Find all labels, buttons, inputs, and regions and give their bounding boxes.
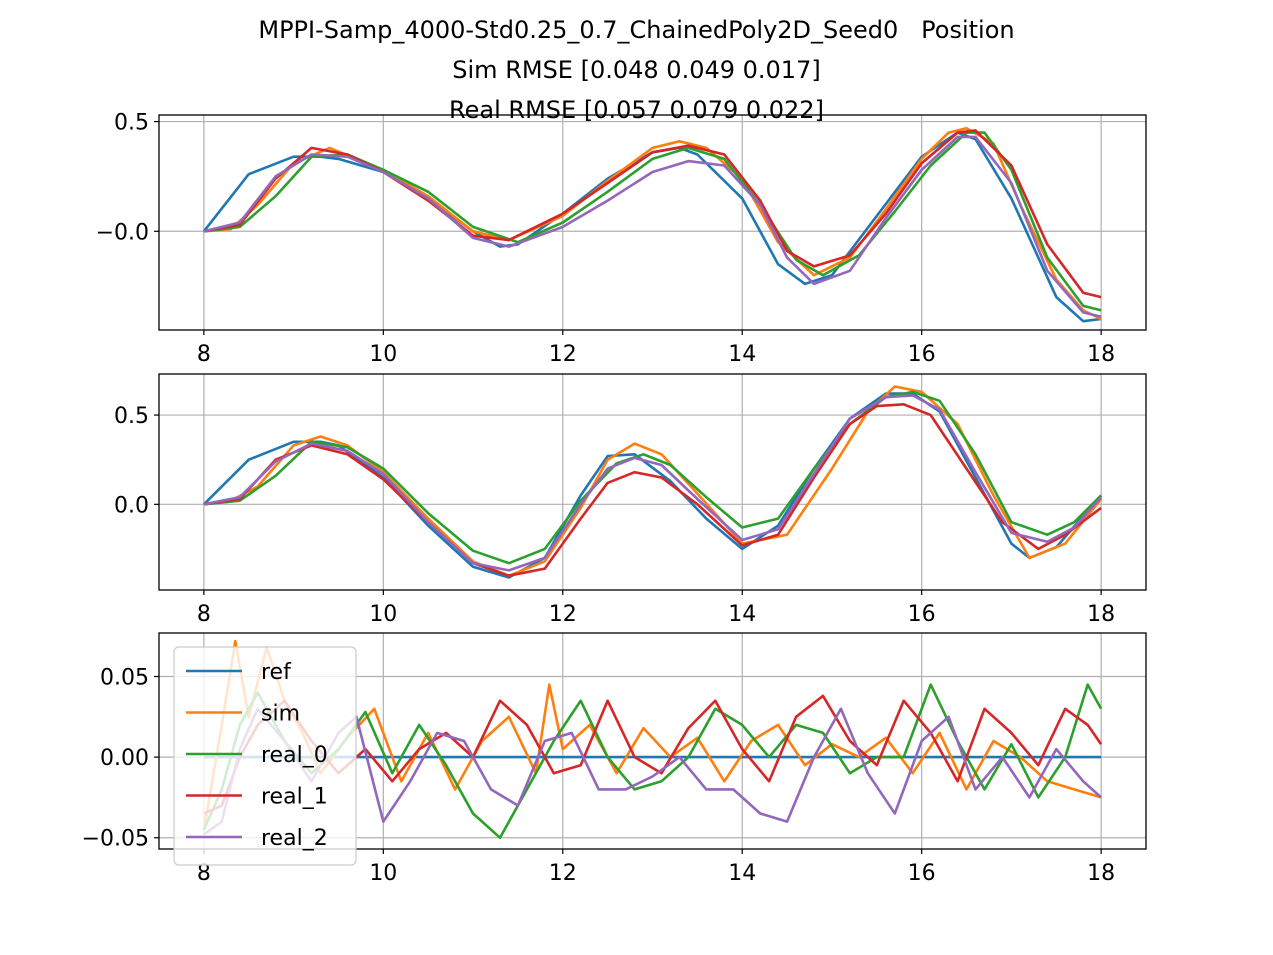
- legend-label-real-1: real_1: [261, 785, 328, 810]
- x-tick-label: 18: [1087, 861, 1115, 886]
- x-tick-label: 8: [197, 602, 211, 627]
- y-tick-label: 0.5: [114, 111, 149, 136]
- series-line-real-2: [203, 135, 1102, 319]
- x-tick-label: 8: [197, 342, 211, 367]
- x-tick-label: 10: [369, 861, 397, 886]
- x-tick-label: 16: [908, 861, 936, 886]
- legend-label-real-2: real_2: [261, 826, 328, 851]
- axes-frame: [158, 114, 1147, 331]
- panel-y: 8 10 12 14 16 18 0.0 0.5: [114, 373, 1147, 627]
- axes-frame: [158, 632, 1147, 850]
- x-tick-label: 14: [728, 602, 756, 627]
- legend: ref sim real_0 real_1 real_2: [173, 646, 357, 866]
- figure-title-line-3: Real RMSE [0.057 0.079 0.022]: [449, 96, 824, 124]
- panel-x: 8 10 12 14 16 18 −0.0 0.5: [96, 111, 1147, 367]
- figure-title-line-1: MPPI-Samp_4000-Std0.25_0.7_ChainedPoly2D…: [258, 16, 1015, 44]
- x-tick-label: 8: [197, 861, 211, 886]
- series-line-sim: [203, 385, 1103, 578]
- legend-label-ref: ref: [261, 660, 292, 685]
- y-tick-label: 0.0: [114, 493, 149, 518]
- series-line-ref: [202, 131, 1102, 323]
- x-tick-label: 12: [549, 861, 577, 886]
- series-line-real-0: [203, 390, 1103, 565]
- x-tick-label: 18: [1087, 602, 1115, 627]
- series-line-real-1: [203, 402, 1102, 578]
- y-tick-label: −0.0: [96, 220, 149, 245]
- series-line-ref: [202, 392, 1103, 579]
- series-line-real-2: [203, 394, 1103, 572]
- x-tick-label: 14: [728, 861, 756, 886]
- x-tick-label: 18: [1087, 342, 1115, 367]
- x-tick-label: 16: [908, 602, 936, 627]
- axes-frame: [158, 373, 1147, 591]
- x-tick-label: 12: [549, 602, 577, 627]
- y-tick-label: 0.05: [100, 666, 149, 691]
- x-tick-label: 10: [369, 342, 397, 367]
- legend-label-sim: sim: [261, 702, 300, 727]
- y-tick-label: 0.00: [100, 746, 149, 771]
- x-tick-label: 14: [728, 342, 756, 367]
- x-tick-label: 10: [369, 602, 397, 627]
- series-line-real-1: [203, 129, 1102, 299]
- y-tick-label: 0.5: [114, 404, 149, 429]
- x-tick-label: 12: [549, 342, 577, 367]
- legend-box: [173, 646, 357, 866]
- figure-title-line-2: Sim RMSE [0.048 0.049 0.017]: [452, 56, 821, 84]
- y-tick-label: −0.05: [82, 827, 149, 852]
- legend-label-real-0: real_0: [261, 743, 328, 768]
- x-tick-label: 16: [908, 342, 936, 367]
